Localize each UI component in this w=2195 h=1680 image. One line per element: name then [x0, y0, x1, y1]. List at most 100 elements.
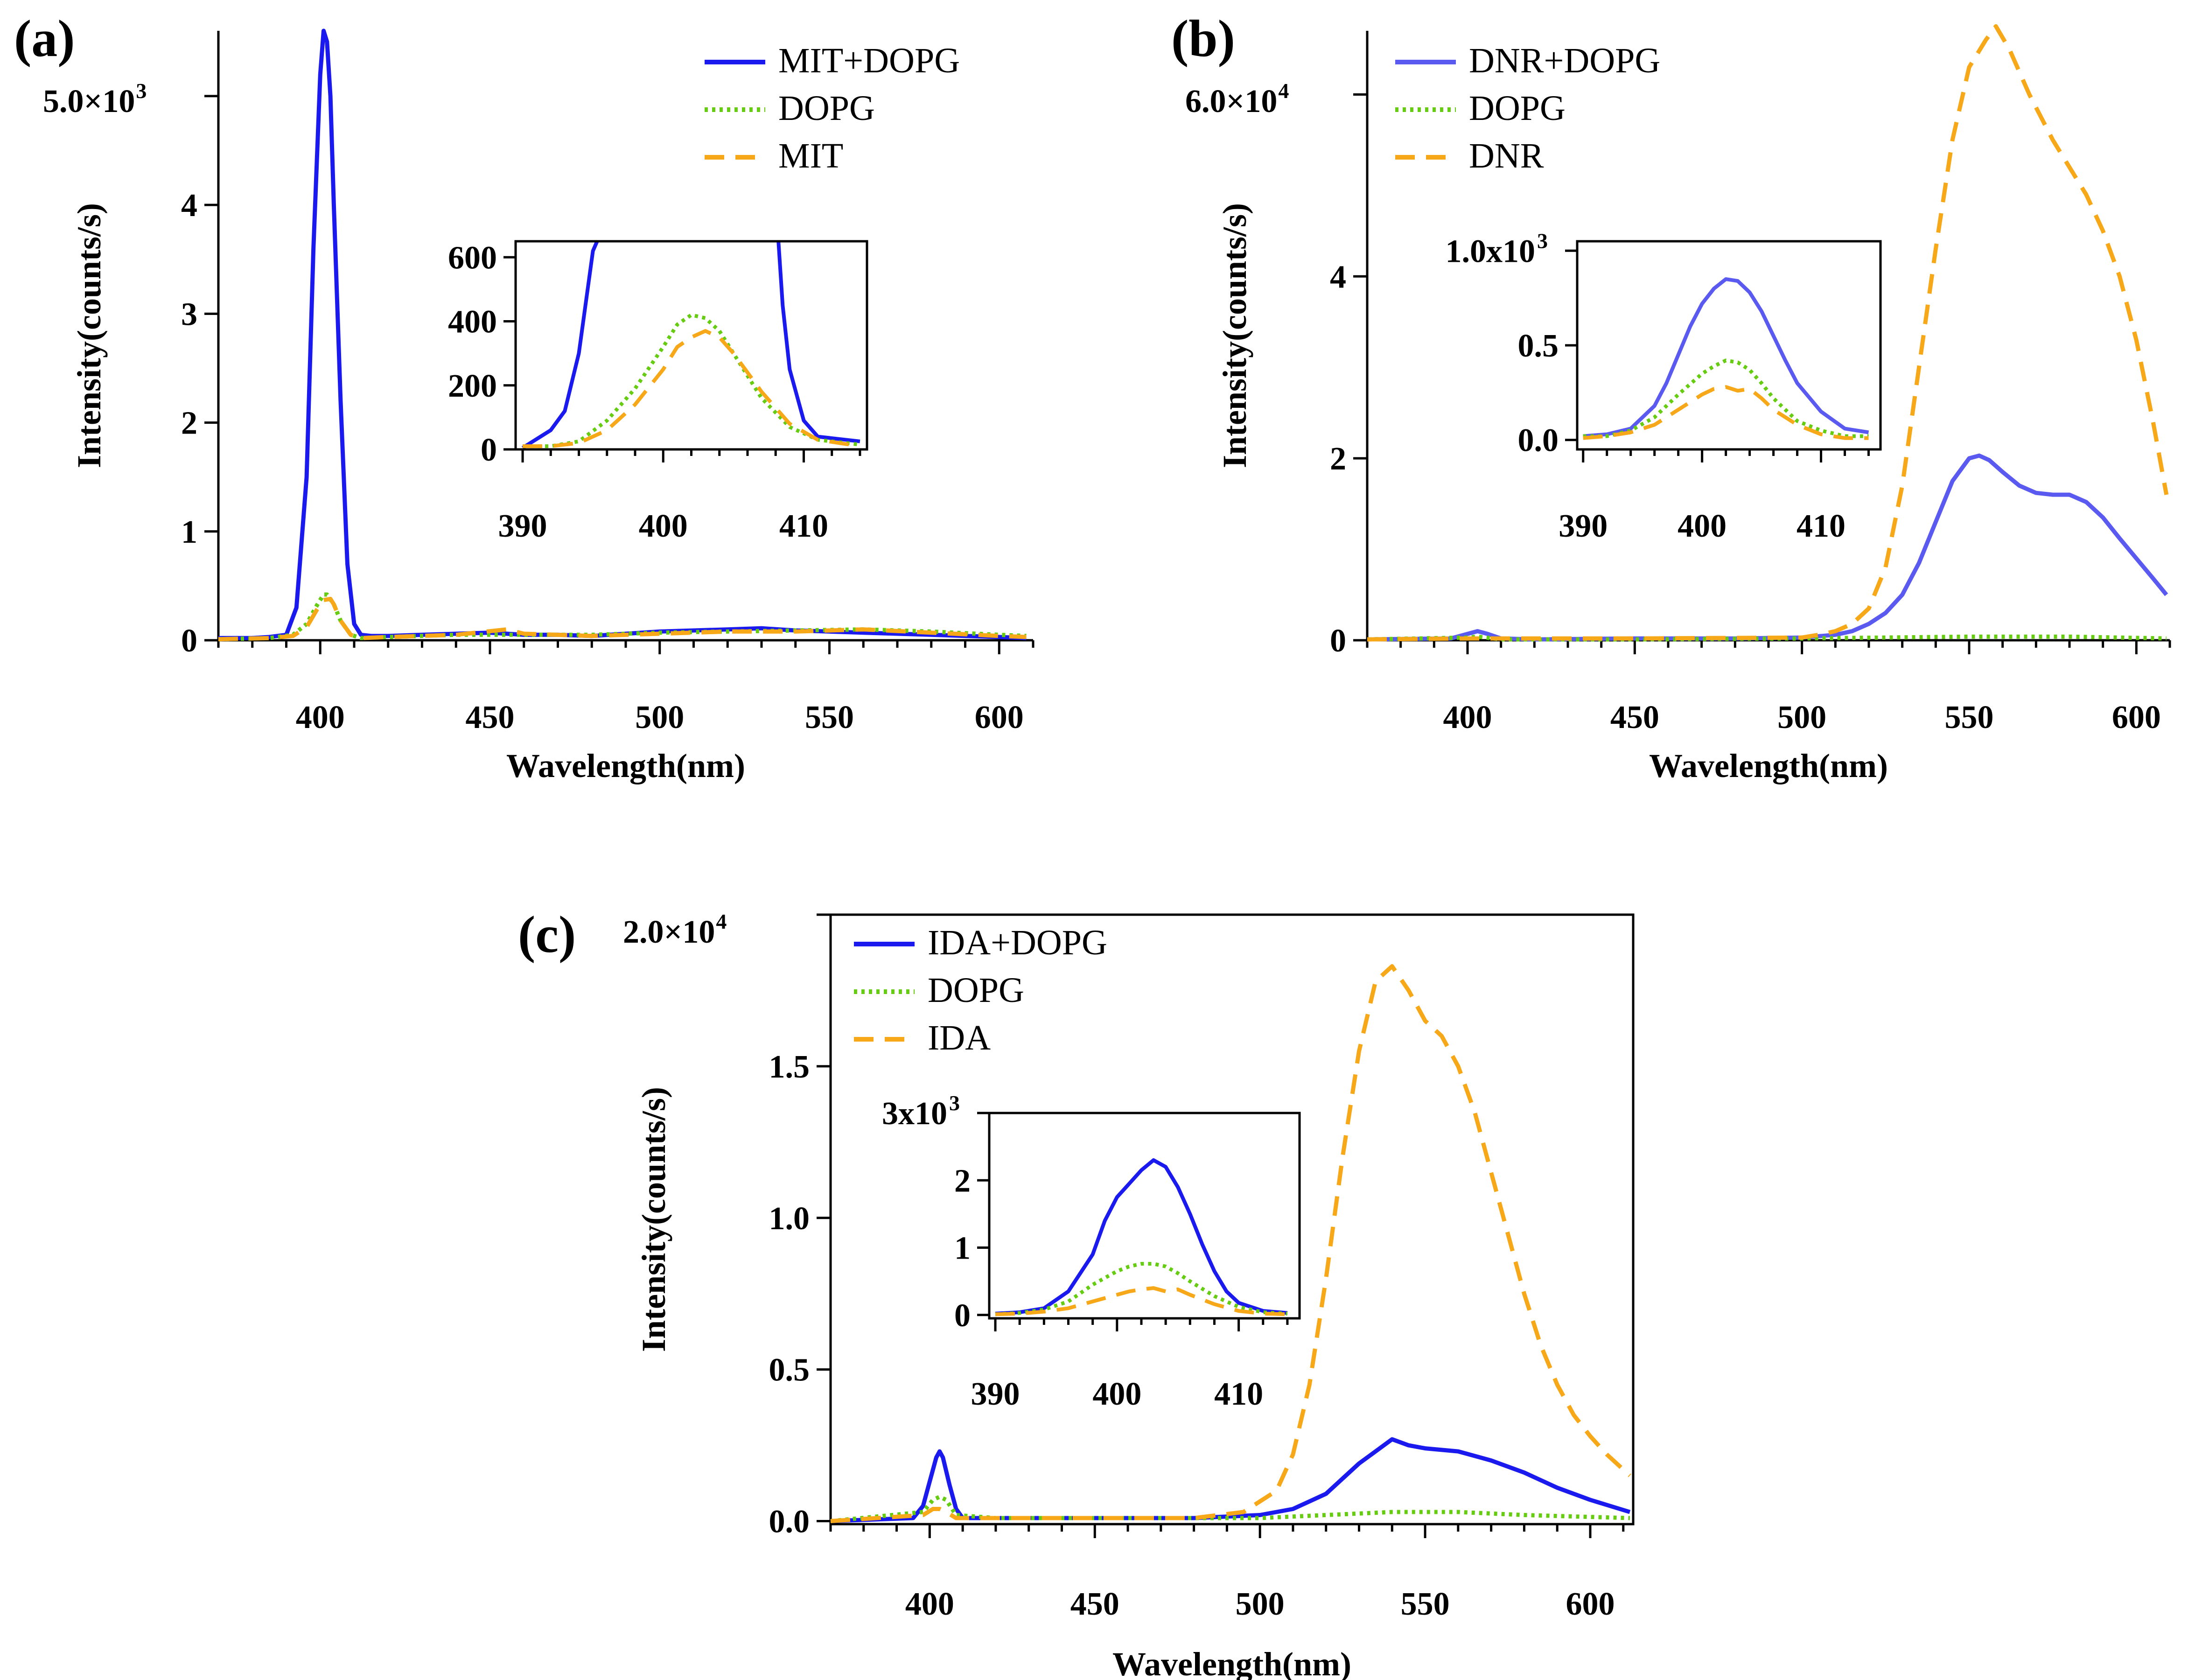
x-axis-title: Wavelength(nm): [1112, 1645, 1351, 1680]
inset-y-tick-label: 1: [954, 1231, 971, 1267]
y-tick-label: 1.5: [769, 1049, 810, 1085]
y-tick-label: 0.0: [769, 1504, 810, 1540]
inset-chart: 390 400 410 0.0 0.5 1.0x10 3: [1446, 229, 1882, 544]
plot-frame: [829, 913, 1635, 1526]
inset-x-tick-label: 400: [1678, 508, 1727, 544]
y-scale-mantissa: 2.0×10: [623, 914, 715, 950]
y-scale-mantissa: 6.0×10: [1185, 84, 1277, 119]
inset-y-tick-label: 200: [448, 368, 497, 404]
y-tick-label: 4: [181, 188, 197, 224]
inset-y-tick-label: 0: [954, 1298, 971, 1334]
x-axis-title: Wavelength(nm): [1649, 747, 1888, 784]
x-tick-label: 550: [805, 700, 854, 735]
y-tick-label: 1.0: [769, 1201, 810, 1237]
inset-y-tick-label: 0.5: [1518, 328, 1559, 364]
inset-x-tick-label: 390: [971, 1376, 1020, 1412]
x-tick-label: 400: [296, 700, 345, 735]
inset-y-tick-label: 2: [954, 1163, 971, 1199]
legend-entry: MIT+DOPG: [778, 41, 960, 80]
inset-y-tick-label: 0.0: [1518, 423, 1559, 459]
inset-x-tick-label: 410: [1214, 1376, 1263, 1412]
y-scale-exponent: 4: [1278, 79, 1289, 103]
panel-label: (b): [1171, 10, 1235, 68]
legend-entry: DNR+DOPG: [1469, 41, 1660, 80]
inset-frame: [514, 240, 868, 451]
inset-series: [995, 1158, 1288, 1316]
inset-frame: [1576, 240, 1882, 451]
inset-y-tick-label: 600: [448, 240, 497, 276]
inset-line-dnr: [1583, 385, 1869, 440]
y-scale-mantissa: 5.0×10: [43, 84, 135, 119]
x-tick-label: 450: [1610, 700, 1659, 735]
inset-x-tick-label: 410: [779, 508, 828, 544]
inset-x-tick-label: 390: [1559, 508, 1608, 544]
y-axis-title: Intensity(counts/s): [70, 203, 108, 468]
inset-x-tick-label: 400: [639, 508, 688, 544]
inset-series: [521, 241, 860, 449]
inset-line-ida-dopg: [995, 1158, 1288, 1316]
legend-entry: DOPG: [778, 89, 875, 128]
inset-x-tick-label: 390: [498, 508, 547, 544]
inset-x-tick-label: 410: [1797, 508, 1845, 544]
inset-y-exponent: 3: [1537, 229, 1548, 252]
inset-chart: 390 400 410 0 200 400 600: [448, 240, 868, 544]
y-tick-label: 3: [181, 296, 197, 332]
x-tick-label: 600: [1566, 1586, 1615, 1622]
inset-y-exponent: 3: [949, 1091, 960, 1115]
inset-y-tick-label: 1.0x10: [1446, 233, 1536, 269]
x-tick-label: 600: [975, 700, 1024, 735]
y-tick-label: 2: [181, 406, 197, 441]
legend-entry: IDA: [928, 1018, 991, 1057]
y-tick-label: 0: [1330, 623, 1346, 659]
y-tick-label: 4: [1330, 259, 1346, 295]
y-scale-exponent: 4: [716, 910, 727, 933]
legend-entry: MIT: [778, 136, 843, 175]
inset-x-tick-label: 400: [1092, 1376, 1141, 1412]
inset-line-dopg: [995, 1262, 1288, 1316]
chart-panel-c: (c) 2.0×10 4 400 450 500 550 600 0.0 0.5 1.0 1.5 Wav…: [518, 906, 1635, 1680]
series-line-ida-dopg: [830, 1437, 1631, 1523]
series-line-mit-dopg: [218, 28, 1027, 640]
inset-y-tick-label: 400: [448, 304, 497, 340]
y-tick-label: 0.5: [769, 1352, 810, 1388]
inset-line-mit: [523, 329, 860, 448]
inset-line-mit-dopg: [521, 241, 860, 449]
inset-line-ida: [995, 1286, 1288, 1316]
inset-y-tick-label: 3x10: [882, 1096, 947, 1132]
inset-line-dopg: [523, 313, 860, 448]
x-tick-label: 500: [635, 700, 684, 735]
inset-line-dopg: [1583, 358, 1869, 438]
y-tick-label: 2: [1330, 441, 1346, 477]
x-tick-label: 550: [1401, 1586, 1450, 1622]
y-scale-exponent: 3: [136, 79, 147, 103]
inset-line-dnr-dopg: [1583, 277, 1869, 438]
inset-series: [1583, 277, 1869, 440]
x-tick-label: 450: [466, 700, 515, 735]
x-tick-label: 500: [1777, 700, 1826, 735]
series-line-dnr-dopg: [1367, 453, 2168, 642]
y-scale-label: 5.0×10 3: [43, 79, 147, 119]
y-tick-label: 0: [181, 623, 197, 659]
x-axis-title: Wavelength(nm): [506, 747, 745, 784]
panel-label: (c): [518, 906, 576, 964]
y-tick-label: 1: [181, 514, 197, 550]
legend-entry: DOPG: [928, 971, 1024, 1010]
y-scale-label: 2.0×10 4: [623, 910, 727, 950]
inset-frame: [988, 1112, 1301, 1320]
x-tick-label: 400: [905, 1586, 954, 1622]
plot-axes: [217, 31, 1033, 642]
inset-y-tick-label: 0: [481, 432, 497, 468]
series-line-dnr: [1367, 24, 2169, 642]
legend-entry: DOPG: [1469, 89, 1566, 128]
y-axis-title: Intensity(counts/s): [635, 1087, 672, 1352]
x-tick-label: 400: [1443, 700, 1492, 735]
series-line-mit: [218, 596, 1027, 642]
series-line-ida: [830, 964, 1631, 1523]
legend-entry: IDA+DOPG: [928, 923, 1107, 962]
y-scale-label: 6.0×10 4: [1185, 79, 1289, 119]
y-axis-title: Intensity(counts/s): [1216, 203, 1253, 468]
